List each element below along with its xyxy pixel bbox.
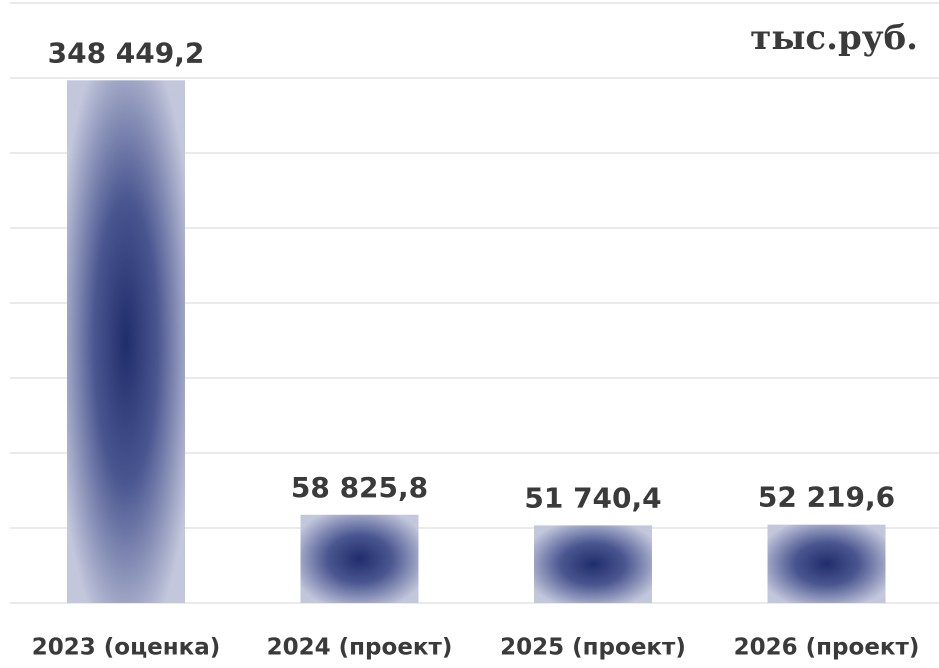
bar: [67, 80, 185, 604]
bar: [534, 525, 652, 603]
bar: [767, 524, 886, 603]
value-label: 348 449,2: [48, 36, 205, 69]
bar: [300, 514, 419, 603]
x-tick-label: 2024 (проект): [267, 635, 453, 661]
x-tick-label: 2026 (проект): [734, 635, 920, 661]
unit-label: тыс.руб.: [750, 18, 918, 58]
value-label: 51 740,4: [524, 481, 661, 514]
value-label: 58 825,8: [291, 471, 428, 504]
value-label: 52 219,6: [758, 481, 895, 514]
x-tick-label: 2025 (проект): [500, 635, 686, 661]
x-tick-label: 2023 (оценка): [32, 635, 221, 661]
